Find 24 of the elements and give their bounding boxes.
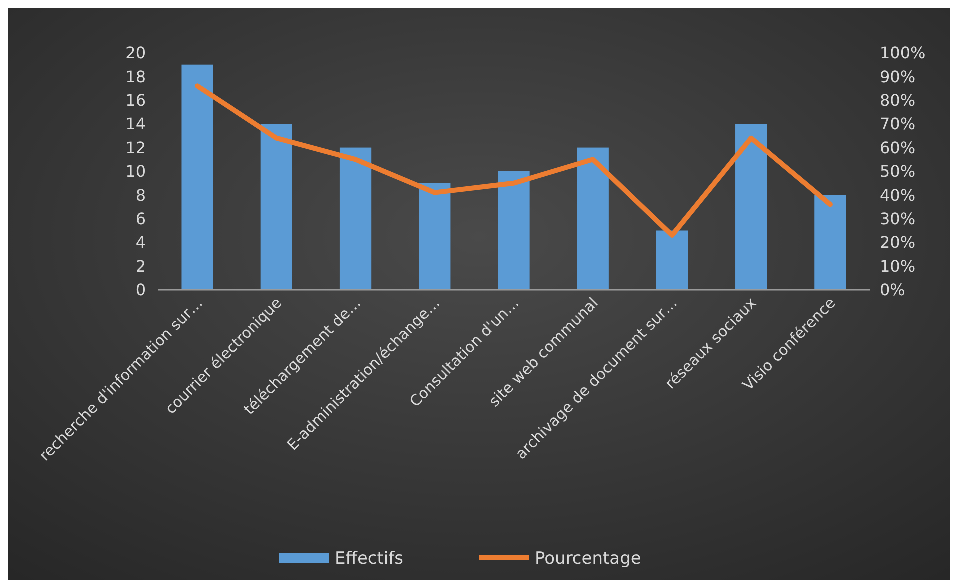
- y2-tick-label: 100%: [880, 44, 926, 63]
- y2-tick-label: 70%: [880, 114, 916, 134]
- y2-tick-label: 50%: [880, 162, 916, 182]
- y2-tick-label: 90%: [880, 67, 916, 86]
- y2-tick-label: 10%: [880, 256, 916, 276]
- y-tick-label: 0: [136, 280, 146, 300]
- y-tick-label: 14: [126, 114, 146, 134]
- y-tick-label: 4: [136, 233, 146, 252]
- y-tick-label: 8: [136, 186, 146, 205]
- y2-tick-label: 60%: [880, 138, 916, 158]
- y2-tick-label: 80%: [880, 91, 916, 110]
- y2-tick-label: 0%: [880, 280, 906, 300]
- y-tick-label: 16: [126, 91, 146, 110]
- y-tick-label: 12: [126, 138, 146, 158]
- legend-label: Effectifs: [335, 548, 404, 569]
- y-tick-label: 6: [136, 210, 146, 228]
- y2-tick-label: 20%: [880, 233, 916, 252]
- y2-tick-label: 30%: [880, 210, 916, 228]
- legend-label: Pourcentage: [535, 548, 642, 569]
- y-tick-label: 18: [126, 67, 146, 86]
- y-tick-label: 2: [136, 256, 146, 276]
- y2-tick-label: 40%: [880, 186, 916, 205]
- y-tick-label: 10: [126, 162, 146, 182]
- y-tick-label: 20: [126, 44, 146, 63]
